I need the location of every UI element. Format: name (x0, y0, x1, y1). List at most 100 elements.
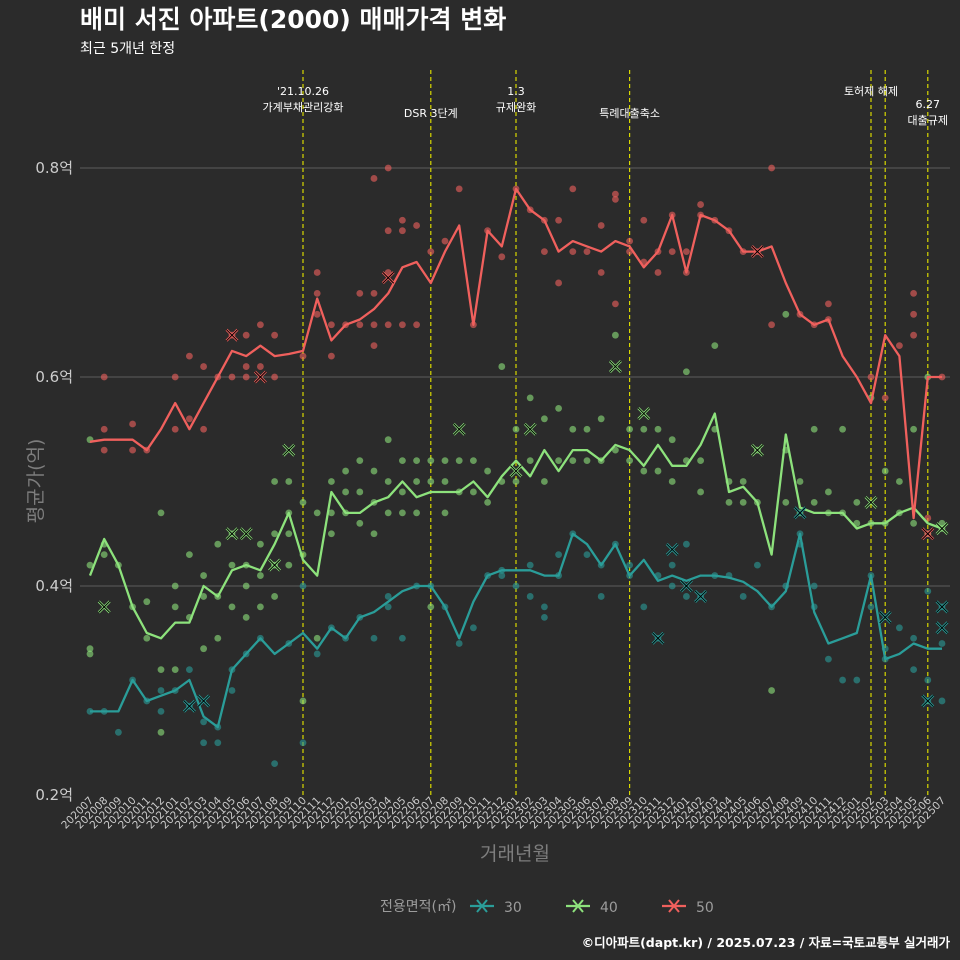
data-point (455, 185, 463, 193)
x-axis-title: 거래년월 (480, 843, 550, 865)
data-point (328, 352, 335, 360)
cancel-marker (608, 360, 622, 373)
data-point (313, 650, 321, 658)
cancel-marker (921, 527, 935, 541)
data-point (271, 373, 278, 381)
data-point (427, 248, 435, 256)
data-point (186, 666, 193, 673)
data-point (825, 300, 832, 308)
data-point (413, 509, 420, 517)
data-point (399, 321, 406, 329)
data-point (455, 640, 463, 647)
cancel-marker (225, 328, 239, 342)
cancel-marker-stroke (240, 527, 253, 540)
data-point (541, 478, 548, 485)
data-point (242, 373, 250, 381)
data-point (299, 739, 307, 747)
cancel-marker (750, 245, 764, 259)
cancel-marker (665, 543, 679, 556)
data-point (697, 457, 704, 464)
cancel-marker (239, 527, 253, 541)
data-point (86, 645, 94, 653)
data-point (583, 551, 591, 559)
data-point (853, 499, 861, 506)
data-point (370, 467, 378, 475)
data-point (782, 310, 790, 318)
data-point (328, 530, 335, 538)
data-point (100, 373, 108, 381)
cancel-marker-stroke (794, 506, 806, 519)
data-point (257, 321, 264, 329)
data-point (86, 561, 94, 569)
data-point (214, 634, 222, 642)
cancel-marker (935, 600, 949, 614)
data-point (668, 582, 676, 590)
data-point (881, 467, 889, 475)
data-point (626, 237, 633, 245)
cancel-marker (97, 600, 111, 614)
cancel-marker-stroke (936, 621, 948, 634)
cancel-marker-stroke (694, 590, 707, 603)
data-point (299, 352, 307, 360)
data-point (867, 373, 875, 381)
data-point (654, 467, 662, 475)
data-point (285, 478, 293, 485)
data-point (640, 467, 648, 475)
data-point (867, 603, 875, 611)
data-point (257, 540, 264, 548)
data-point (910, 519, 917, 527)
data-point (612, 190, 619, 198)
data-point (228, 373, 236, 381)
data-point (356, 290, 364, 297)
data-point (526, 561, 534, 569)
data-point (100, 446, 108, 454)
data-point (526, 394, 534, 402)
data-point (200, 645, 208, 653)
data-point (896, 478, 903, 485)
data-point (200, 572, 208, 579)
data-point (455, 457, 463, 464)
data-point (427, 603, 435, 611)
data-point (399, 509, 406, 517)
data-point (214, 739, 222, 747)
data-point (384, 227, 392, 235)
data-point (612, 331, 619, 339)
data-point (384, 164, 392, 172)
event-lines: '21.10.26 가계부채관리강화 DSR 3단계 1.3 규제완화 특례대출축소 토허제… (263, 70, 948, 795)
chart-subtitle: 최근 5개년 한정 (80, 41, 175, 57)
data-point (384, 478, 392, 485)
data-point (810, 499, 818, 506)
cancel-marker (750, 443, 764, 457)
data-point (413, 321, 420, 329)
data-point (881, 394, 889, 402)
event-label: 규제완화 (496, 101, 536, 114)
cancel-marker-stroke (921, 527, 934, 540)
cancel-marker-stroke (183, 700, 196, 713)
cancel-marker-stroke (382, 271, 395, 284)
data-point (399, 227, 406, 235)
data-point (328, 321, 335, 329)
data-point (910, 634, 917, 642)
data-point (555, 279, 562, 287)
data-point (242, 613, 250, 621)
data-point (129, 446, 137, 454)
legend-label: 50 (696, 900, 714, 916)
data-point (384, 593, 392, 600)
data-point (200, 363, 208, 370)
data-point (668, 561, 676, 569)
data-point (668, 478, 676, 485)
data-point (484, 499, 491, 506)
data-point (541, 248, 548, 256)
data-point (555, 457, 562, 464)
cancel-marker (182, 699, 196, 713)
cancel-marker (225, 527, 239, 541)
data-point (356, 321, 364, 329)
series-lines (88, 187, 943, 729)
data-point (299, 582, 307, 590)
data-point (782, 499, 790, 506)
data-point (356, 519, 364, 527)
data-point (399, 216, 406, 224)
data-point (768, 321, 775, 329)
data-point (910, 310, 917, 318)
